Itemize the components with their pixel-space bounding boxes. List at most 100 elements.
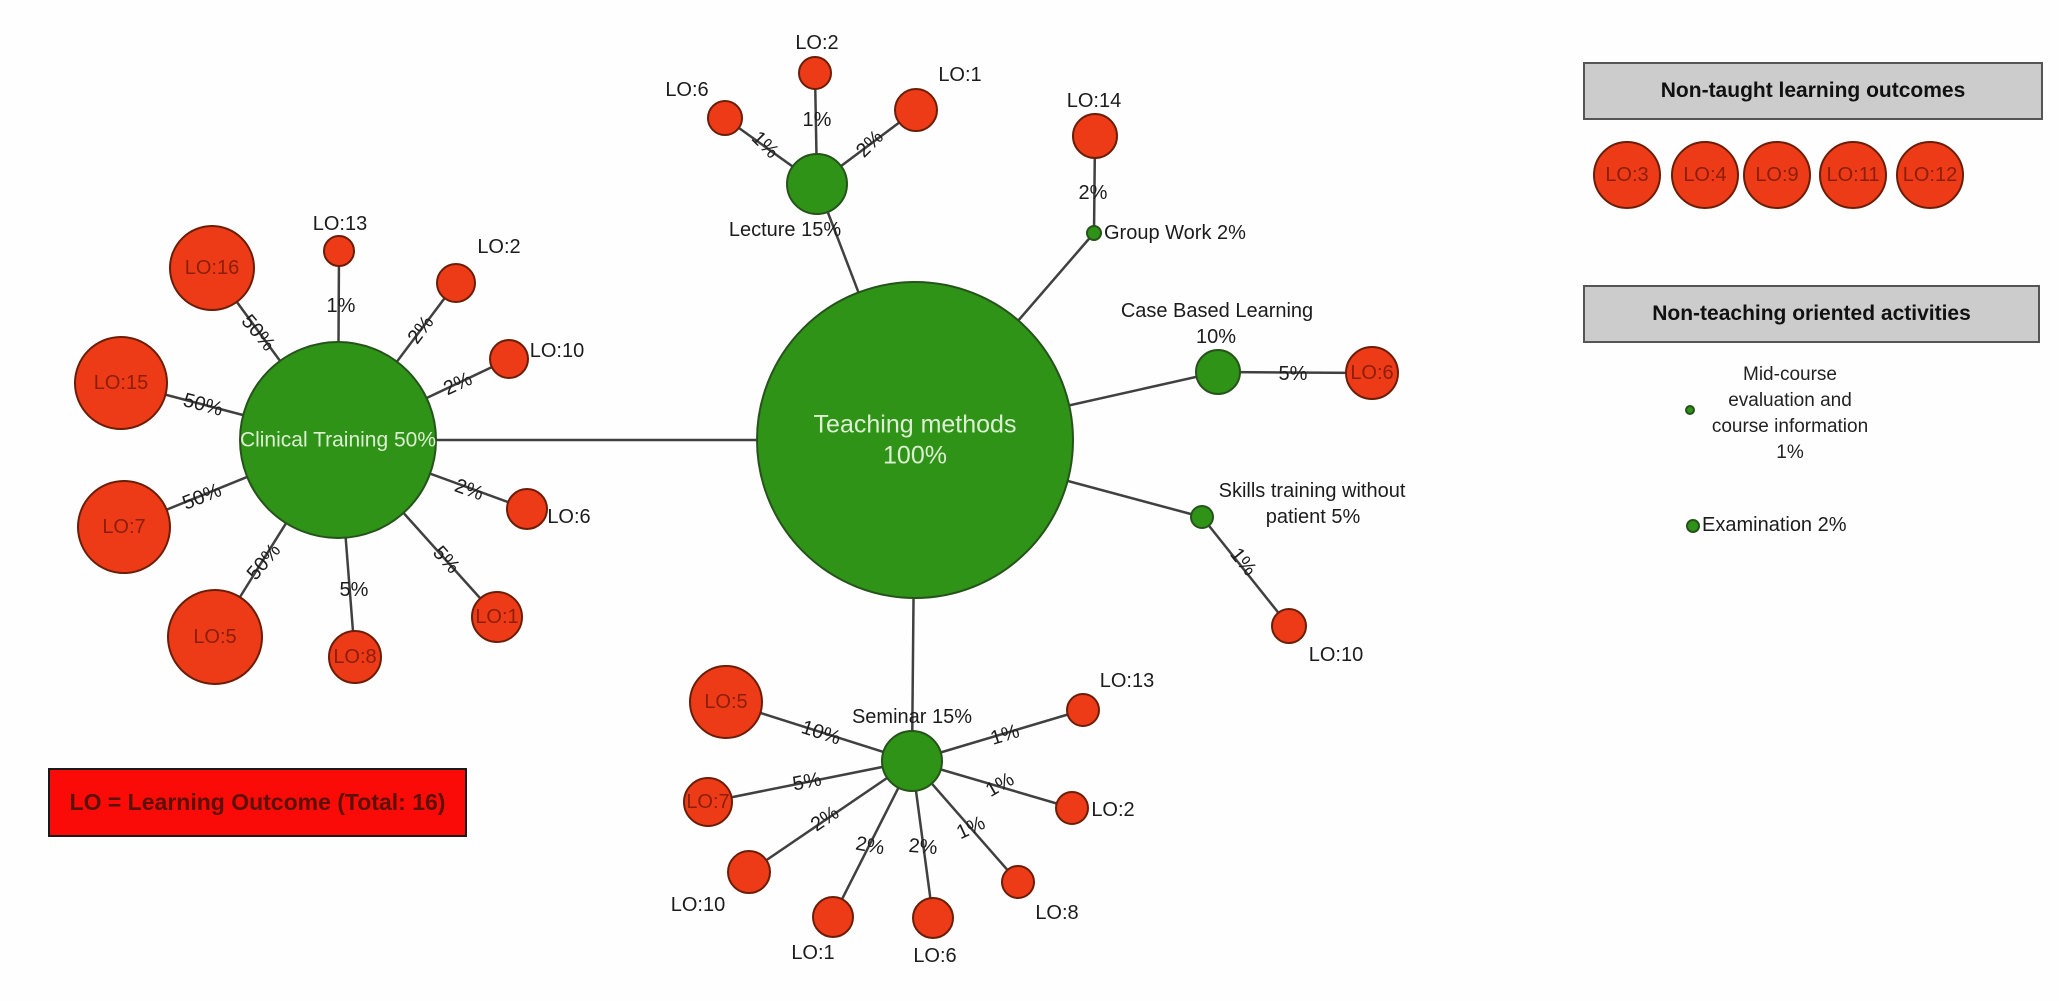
node-c_lo5	[167, 589, 263, 685]
node-c_lo8	[328, 630, 382, 684]
edge-label-lecture-l_lo2: 1%	[803, 109, 832, 131]
float-label-2-lo-1: LO:1	[938, 64, 981, 86]
node-label-c_lo8: LO:8	[333, 646, 376, 668]
edge-label-seminar-se_lo13: 1%	[988, 720, 1022, 750]
float-label-13-lo-10: LO:10	[530, 340, 584, 362]
edge-label-clinical-c_lo5: 50%	[243, 539, 286, 584]
float-label-11-lo-13: LO:13	[313, 213, 367, 235]
node-label-leg_lo3: LO:3	[1605, 164, 1648, 186]
float-label-7-10-: 10%	[1196, 326, 1236, 348]
node-c_lo13	[323, 235, 355, 267]
node-c_lo7	[77, 480, 171, 574]
node-se_lo2	[1055, 791, 1089, 825]
node-label-teaching: Teaching methods 100%	[814, 411, 1017, 470]
edge-seminar-se_lo10	[748, 759, 913, 874]
mid-course-line-2: evaluation and	[1728, 390, 1852, 411]
edge-label-clinical-c_lo13: 1%	[327, 295, 356, 317]
edge-label-clinical-c_lo16: 50%	[237, 311, 280, 356]
node-l_lo1	[894, 88, 938, 132]
edge-label-clinical-c_lo2: 2%	[404, 312, 439, 348]
float-label-0-lo-6: LO:6	[665, 79, 708, 101]
node-c_lo2	[436, 263, 476, 303]
edge-label-seminar-se_lo10: 2%	[807, 802, 843, 837]
float-label-17-lo-1: LO:1	[791, 942, 834, 964]
node-leg_lo3	[1593, 141, 1661, 209]
node-label-cb_lo6: LO:6	[1350, 362, 1393, 384]
node-label-c_lo7: LO:7	[102, 516, 145, 538]
float-label-3-lo-14: LO:14	[1067, 90, 1121, 112]
non-teaching-header: Non-teaching oriented activities	[1583, 285, 2040, 343]
float-label-19-lo-8: LO:8	[1035, 902, 1078, 924]
edge-label-clinical-c_lo8: 5%	[340, 579, 369, 601]
node-se_lo5	[689, 665, 763, 739]
lo-legend-box: LO = Learning Outcome (Total: 16)	[48, 768, 467, 837]
examination-entry: Examination 2%	[1702, 514, 1847, 536]
node-l_lo2	[798, 56, 832, 90]
node-exam_dot	[1686, 519, 1700, 533]
node-skills	[1190, 505, 1214, 529]
edge-label-lecture-l_lo1: 2%	[852, 126, 888, 162]
node-label-se_lo7: LO:7	[686, 791, 729, 813]
mid-course-line-4: 1%	[1776, 442, 1804, 463]
node-s_lo10	[1271, 608, 1307, 644]
edge-label-seminar-se_lo8: 1%	[953, 812, 989, 844]
node-c_lo10	[489, 339, 529, 379]
edge-label-group_work-lo14: 2%	[1079, 182, 1108, 204]
float-label-6-case-based-learning: Case Based Learning	[1121, 300, 1313, 322]
float-label-10-lo-10: LO:10	[1309, 644, 1363, 666]
float-label-16-lo-10: LO:10	[671, 894, 725, 916]
node-label-leg_lo11: LO:11	[1827, 164, 1880, 186]
float-label-18-lo-6: LO:6	[913, 945, 956, 967]
edge-label-seminar-se_lo5: 10%	[799, 716, 844, 749]
edge-label-clinical-c_lo7: 50%	[179, 479, 225, 514]
node-label-c_lo16: LO:16	[185, 257, 239, 279]
node-clinical	[239, 341, 437, 539]
node-teaching	[756, 281, 1074, 599]
edge-skills-s_lo10	[1201, 516, 1290, 627]
non-taught-header: Non-taught learning outcomes	[1583, 62, 2043, 120]
node-mid_course_dot	[1685, 405, 1695, 415]
node-leg_lo12	[1896, 141, 1964, 209]
edge-label-seminar-se_lo1: 2%	[854, 833, 887, 860]
node-se_lo1	[812, 896, 854, 938]
node-label-clinical: Clinical Training 50%	[240, 429, 436, 452]
mid-course-line-3: course information	[1711, 416, 1869, 437]
node-lo14	[1072, 113, 1118, 159]
float-label-9-patient-5-: patient 5%	[1266, 506, 1361, 528]
float-label-4-lecture-15-: Lecture 15%	[729, 219, 842, 241]
lo-legend-text: LO = Learning Outcome (Total: 16)	[69, 789, 446, 815]
node-label-c_lo1: LO:1	[475, 606, 518, 628]
node-c_lo6	[506, 488, 548, 530]
float-label-14-lo-6: LO:6	[547, 506, 590, 528]
float-label-21-lo-13: LO:13	[1100, 670, 1154, 692]
node-se_lo7	[683, 777, 733, 827]
edge-label-clinical-c_lo10: 2%	[440, 368, 476, 400]
node-group_work	[1086, 225, 1102, 241]
float-label-12-lo-2: LO:2	[477, 236, 520, 258]
non-teaching-title: Non-teaching oriented activities	[1652, 302, 1971, 325]
node-se_lo8	[1001, 865, 1035, 899]
float-label-15-seminar-15-: Seminar 15%	[852, 706, 972, 728]
float-label-1-lo-2: LO:2	[795, 32, 838, 54]
edge-label-seminar-se_lo7: 5%	[791, 768, 824, 795]
node-c_lo15	[74, 336, 168, 430]
node-label-leg_lo12: LO:12	[1903, 164, 1957, 186]
node-se_lo13	[1066, 693, 1100, 727]
non-taught-title: Non-taught learning outcomes	[1660, 79, 1966, 102]
edge-label-clinical-c_lo15: 50%	[181, 389, 226, 421]
mid-course-line-1: Mid-course	[1743, 364, 1837, 385]
edge-label-seminar-se_lo6: 2%	[908, 835, 939, 859]
node-leg_lo9	[1743, 141, 1811, 209]
float-label-8-skills-training-without: Skills training without	[1219, 480, 1406, 502]
node-cb_lo6	[1345, 346, 1399, 400]
node-seminar	[881, 730, 943, 792]
node-label-leg_lo9: LO:9	[1755, 164, 1798, 186]
edge-label-case_based-cb_lo6: 5%	[1279, 363, 1308, 385]
node-c_lo1	[471, 591, 523, 643]
node-se_lo10	[727, 850, 771, 894]
mid-course-entry: Mid-course evaluation and course informa…	[1660, 362, 1920, 466]
node-label-c_lo5: LO:5	[193, 626, 236, 648]
node-leg_lo4	[1671, 141, 1739, 209]
edge-label-clinical-c_lo6: 2%	[452, 475, 487, 506]
